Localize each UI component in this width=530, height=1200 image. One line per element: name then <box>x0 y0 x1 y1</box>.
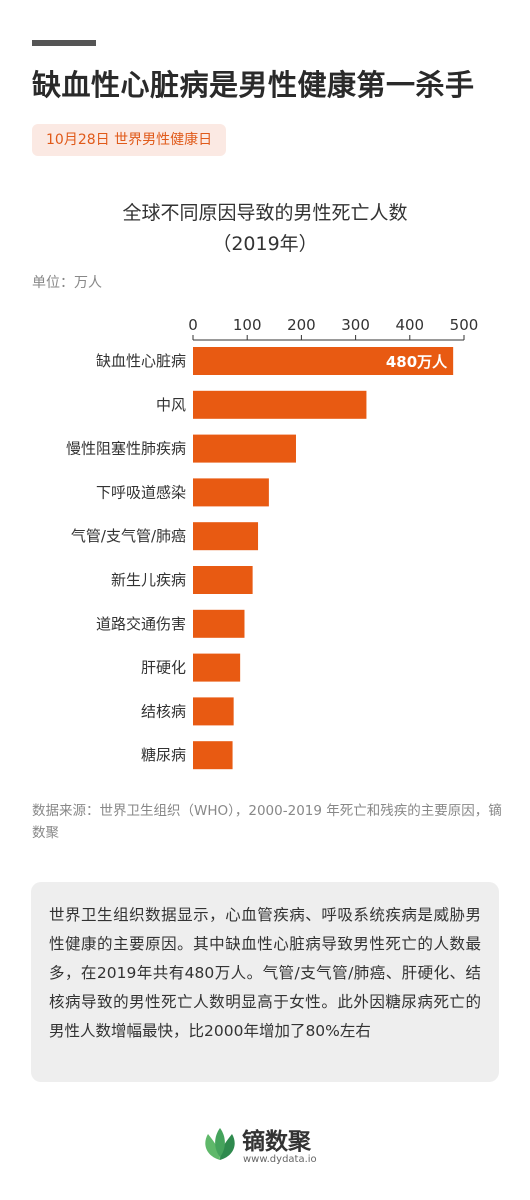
summary-box: 世界卫生组织数据显示，心血管疾病、呼吸系统疾病是威胁男性健康的主要原因。其中缺血… <box>31 882 499 1082</box>
data-source-note: 数据来源：世界卫生组织（WHO），2000-2019 年死亡和残疾的主要原因，镝… <box>32 803 502 841</box>
brand-logo: 镝数聚 www.dydata.io <box>200 1120 360 1170</box>
bar <box>193 566 253 594</box>
bar <box>193 741 233 770</box>
x-tick-label: 500 <box>450 316 479 334</box>
x-tick-label: 200 <box>287 316 316 334</box>
category-label: 气管/支气管/肺癌 <box>71 527 186 545</box>
x-tick-label: 0 <box>188 316 198 334</box>
brand-url: www.dydata.io <box>243 1154 317 1165</box>
bar <box>193 347 454 375</box>
page-title: 缺血性心脏病是男性健康第一杀手 <box>32 68 475 102</box>
category-label: 糖尿病 <box>141 746 186 764</box>
summary-text: 世界卫生组织数据显示，心血管疾病、呼吸系统疾病是威胁男性健康的主要原因。其中缺血… <box>49 906 481 1040</box>
unit-label: 单位：万人 <box>32 275 102 291</box>
category-label: 结核病 <box>141 702 186 720</box>
bar <box>193 522 259 551</box>
bar <box>193 653 241 682</box>
chart-subtitle: （2019年） <box>212 233 318 255</box>
category-label: 新生儿疾病 <box>111 571 186 589</box>
leaf-logo-icon <box>205 1128 235 1160</box>
bar <box>193 390 367 419</box>
x-tick-label: 100 <box>233 316 262 334</box>
x-tick-label: 400 <box>395 316 424 334</box>
category-label: 慢性阻塞性肺疾病 <box>66 440 186 458</box>
category-label: 道路交通伤害 <box>96 615 186 633</box>
bar <box>193 478 269 507</box>
bar <box>193 697 234 726</box>
category-label: 下呼吸道感染 <box>96 483 186 501</box>
top-accent-rule <box>32 40 96 46</box>
brand-name: 镝数聚 <box>242 1129 311 1155</box>
category-label: 中风 <box>156 396 186 414</box>
x-tick-label: 300 <box>341 316 370 334</box>
category-label: 肝硬化 <box>141 659 186 677</box>
data-label: 480万人 <box>386 353 448 371</box>
category-label: 缺血性心脏病 <box>96 352 186 370</box>
bar <box>193 609 245 638</box>
bar <box>193 434 296 463</box>
date-badge: 10月28日 世界男性健康日 <box>32 124 227 156</box>
chart-title: 全球不同原因导致的男性死亡人数 <box>122 202 408 224</box>
bar-chart: 0 100 200 300 400 500 缺血性心脏病 480万人中风慢性阻塞性肺疾病下呼吸… <box>66 316 479 770</box>
